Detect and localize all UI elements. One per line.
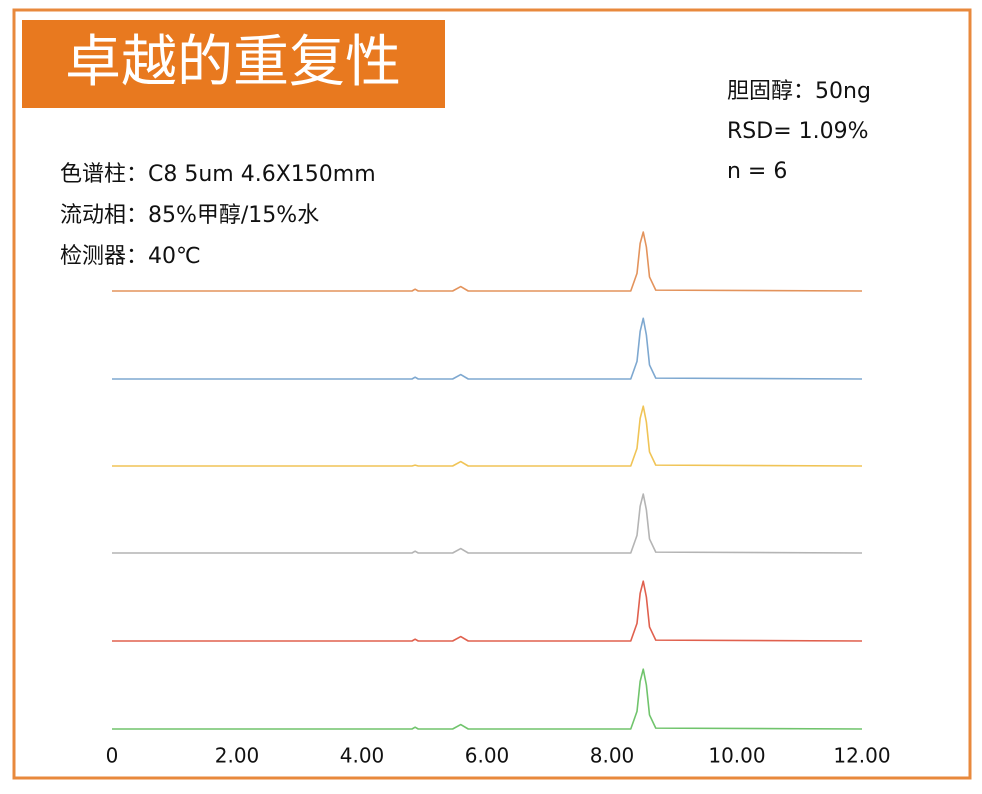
x-tick-label: 12.00 [833, 744, 890, 768]
chart-title: 卓越的重复性 [65, 30, 401, 95]
annotation: RSD= 1.09% [727, 119, 869, 144]
frame [12, 8, 972, 780]
x-tick-label: 8.00 [590, 744, 635, 768]
annotation: 检测器：40℃ [60, 244, 201, 269]
annotation: 流动相：85%甲醇/15%水 [60, 203, 319, 228]
trace [112, 493, 863, 554]
x-tick-label: 10.00 [708, 744, 765, 768]
annotation: n = 6 [727, 159, 787, 184]
trace [112, 231, 863, 292]
trace [112, 668, 863, 730]
title-box [22, 20, 445, 108]
annotation: 胆固醇：50ng [727, 79, 871, 104]
annotation: 色谱柱：C8 5um 4.6X150mm [60, 162, 376, 187]
x-tick-label: 2.00 [215, 744, 260, 768]
trace [112, 580, 863, 642]
trace [112, 317, 863, 380]
x-tick-label: 0 [106, 744, 119, 768]
trace [112, 405, 863, 467]
x-tick-label: 4.00 [340, 744, 385, 768]
x-tick-label: 6.00 [465, 744, 510, 768]
